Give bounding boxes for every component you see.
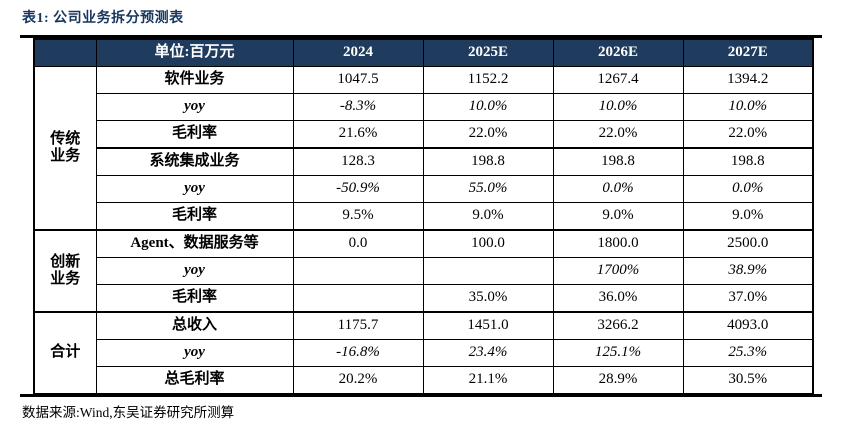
row-label: yoy [95,93,294,121]
value-cell: 9.0% [682,202,814,231]
top-rule-divider [20,35,822,38]
value-cell: -16.8% [292,339,424,367]
table-row: 系统集成业务 128.3 198.8 198.8 198.8 [34,147,814,176]
value-cell [292,284,424,313]
value-cell: 1451.0 [422,311,554,340]
table-row: 合计 总收入 1175.7 1451.0 3266.2 4093.0 [33,311,814,395]
value-cell: 22.0% [552,120,684,149]
value-cell: 0.0% [552,175,684,203]
group-label: 传统 业务 [33,66,97,231]
table-row: 创新 业务 Agent、数据服务等 0.0 100.0 1800.0 2500.0 [33,229,814,313]
table-row: 毛利率 21.6% 22.0% 22.0% 22.0% [34,120,814,149]
table-row: 总毛利率 20.2% 21.1% 28.9% 30.5% [34,366,814,395]
value-cell: 9.0% [422,202,554,231]
value-cell: 198.8 [552,147,684,176]
corner-cell [33,38,97,67]
year-header-2025e: 2025E [422,38,554,67]
value-cell: 2500.0 [682,229,814,258]
value-cell: 55.0% [422,175,554,203]
data-source-note: 数据来源:Wind,东吴证券研究所测算 [22,405,235,420]
row-label: 总收入 [95,311,294,340]
value-cell: 37.0% [682,284,814,313]
value-cell: 21.6% [292,120,424,149]
value-cell: 22.0% [422,120,554,149]
value-cell: 10.0% [682,93,814,121]
value-cell: 20.2% [292,366,424,395]
row-label: 毛利率 [95,284,294,313]
table-row: yoy -50.9% 55.0% 0.0% 0.0% [34,175,814,203]
bottom-rule-divider [20,394,822,397]
value-cell: 22.0% [682,120,814,149]
value-cell: 23.4% [422,339,554,367]
year-header-2026e: 2026E [552,38,684,67]
value-cell: 0.0% [682,175,814,203]
forecast-table: 单位:百万元 2024 2025E 2026E 2027E 传统 业务 软件业务 10… [33,38,814,395]
value-cell: 9.0% [552,202,684,231]
value-cell: 1394.2 [682,66,814,94]
value-cell: 3266.2 [552,311,684,340]
value-cell: 30.5% [682,366,814,395]
value-cell: 28.9% [552,366,684,395]
table-header: 单位:百万元 2024 2025E 2026E 2027E [33,38,814,67]
table-row: 传统 业务 软件业务 1047.5 1152.2 1267.4 1394.2 [33,66,814,231]
row-label: 毛利率 [95,120,294,149]
value-cell: 4093.0 [682,311,814,340]
value-cell: 100.0 [422,229,554,258]
value-cell [422,257,554,285]
row-label: 系统集成业务 [95,147,294,176]
year-header-2027e: 2027E [682,38,814,67]
row-label: 软件业务 [95,66,294,94]
value-cell: 1700% [552,257,684,285]
value-cell: 25.3% [682,339,814,367]
value-cell: 9.5% [292,202,424,231]
value-cell: 128.3 [292,147,424,176]
value-cell: 10.0% [552,93,684,121]
value-cell: 1800.0 [552,229,684,258]
value-cell: 1175.7 [292,311,424,340]
value-cell: 198.8 [422,147,554,176]
row-label: yoy [95,175,294,203]
row-label: 总毛利率 [95,366,294,395]
value-cell: 36.0% [552,284,684,313]
value-cell: 1152.2 [422,66,554,94]
row-label: yoy [95,339,294,367]
value-cell [292,257,424,285]
header-row: 单位:百万元 2024 2025E 2026E 2027E [33,38,814,67]
row-label: Agent、数据服务等 [95,229,294,258]
value-cell: 0.0 [292,229,424,258]
table-row: yoy 1700% 38.9% [34,257,814,285]
value-cell: 125.1% [552,339,684,367]
value-cell: 198.8 [682,147,814,176]
row-label: yoy [95,257,294,285]
table-row: 毛利率 35.0% 36.0% 37.0% [34,284,814,313]
value-cell: 1047.5 [292,66,424,94]
value-cell: -50.9% [292,175,424,203]
year-header-2024: 2024 [292,38,424,67]
value-cell: 10.0% [422,93,554,121]
row-label: 毛利率 [95,202,294,231]
value-cell: 38.9% [682,257,814,285]
table-row: 毛利率 9.5% 9.0% 9.0% 9.0% [34,202,814,231]
unit-header-cell: 单位:百万元 [95,38,294,67]
table-body: 传统 业务 软件业务 1047.5 1152.2 1267.4 1394.2 yoy -8.3%… [33,66,814,395]
value-cell: 35.0% [422,284,554,313]
table-row: yoy -8.3% 10.0% 10.0% 10.0% [34,93,814,121]
group-label: 合计 [33,311,97,395]
value-cell: 1267.4 [552,66,684,94]
page-title: 表1: 公司业务拆分预测表 [22,11,184,26]
table-row: yoy -16.8% 23.4% 125.1% 25.3% [34,339,814,367]
value-cell: 21.1% [422,366,554,395]
group-label: 创新 业务 [33,229,97,313]
value-cell: -8.3% [292,93,424,121]
